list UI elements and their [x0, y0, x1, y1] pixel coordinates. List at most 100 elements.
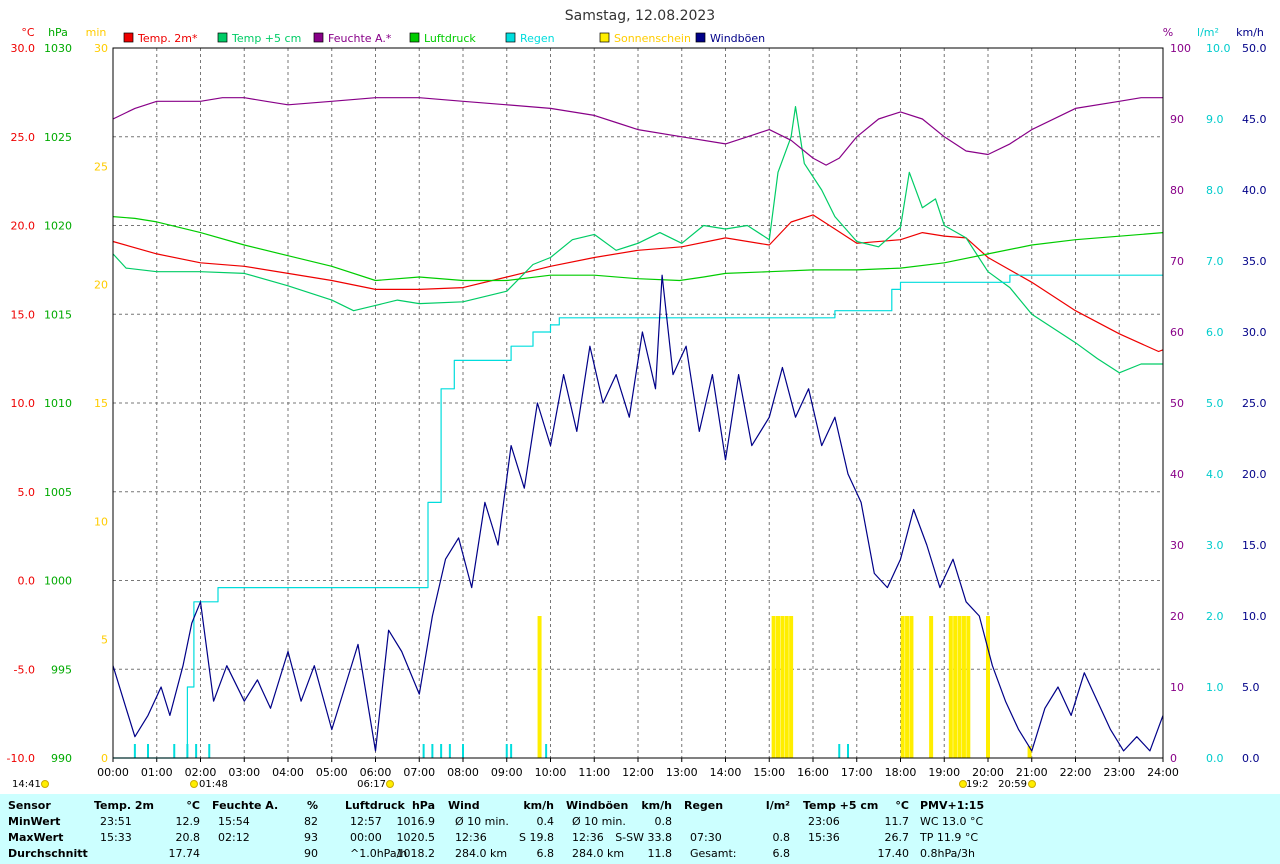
pressure-tick-label: 1000 — [44, 575, 72, 588]
chart-background — [0, 0, 1280, 794]
axis-unit-sun_min: min — [86, 26, 107, 39]
legend-label: Temp +5 cm — [231, 32, 301, 45]
humidity-tick-label: 80 — [1170, 184, 1184, 197]
pmv-title: PMV+1:15 — [920, 799, 985, 812]
rain-tick-label: 2.0 — [1206, 610, 1224, 623]
wind-min-label: Ø 10 min. — [455, 815, 509, 828]
feuchte-unit: % — [306, 799, 318, 812]
feuchte-min-value: 82 — [304, 815, 318, 828]
sun_min-tick-label: 10 — [94, 515, 108, 528]
temp2m-max-value: 20.8 — [175, 831, 201, 844]
sunset-icon — [959, 780, 967, 788]
pressure-tick-label: 1020 — [44, 220, 72, 233]
windboeen-min-value: 0.8 — [654, 815, 673, 828]
rain-tick-label: 3.0 — [1206, 539, 1224, 552]
feuchte-max-value: 93 — [304, 831, 318, 844]
rain-event-bar — [448, 744, 451, 758]
sun_min-tick-label: 25 — [94, 160, 108, 173]
x-tick-label: 04:00 — [272, 766, 304, 779]
sunshine-bar — [961, 616, 966, 758]
sun_min-tick-label: 0 — [101, 752, 108, 765]
sunshine-bar — [953, 616, 958, 758]
stats-row-label: Durchschnitt — [8, 847, 88, 860]
wind-tick-label: 15.0 — [1242, 539, 1267, 552]
x-tick-label: 21:00 — [1016, 766, 1048, 779]
axis-units: °C hPa min% l/m² km/h — [21, 26, 1264, 39]
x-tick-label: 01:00 — [141, 766, 173, 779]
sunshine-bar — [966, 616, 971, 758]
rain-tick-label: 1.0 — [1206, 681, 1224, 694]
rain-event-bar — [462, 744, 464, 758]
sunshine-bar — [780, 616, 785, 758]
wind-tick-label: 5.0 — [1242, 681, 1260, 694]
x-axis-ticks: 00:00 01:00 02:00 03:00 04:00 05:00 06:00 07:00… — [97, 758, 1179, 779]
legend-swatch — [123, 32, 134, 43]
rain-event-bar — [173, 744, 176, 758]
x-tick-label: 11:00 — [578, 766, 610, 779]
humidity-tick-label: 60 — [1170, 326, 1184, 339]
temp5cm-min-value: 11.7 — [884, 815, 910, 828]
sun_min-tick-label: 30 — [94, 42, 108, 55]
sunrise-icon — [190, 780, 198, 788]
sunshine-bar — [1027, 746, 1032, 758]
wind-tick-label: 45.0 — [1242, 113, 1267, 126]
luftdruck-avg-value: 1018.2 — [396, 847, 436, 860]
rain-event-bar — [147, 744, 149, 758]
x-tick-label: 10:00 — [535, 766, 567, 779]
legend-label: Regen — [520, 32, 555, 45]
humidity-tick-label: 70 — [1170, 255, 1184, 268]
rain-event-bar — [510, 744, 513, 758]
rain-event-bar — [422, 744, 425, 758]
rain-tick-label: 8.0 — [1206, 184, 1224, 197]
axis-unit-humidity: % — [1163, 26, 1173, 39]
windboeen-min-label: Ø 10 min. — [572, 815, 626, 828]
rain-event-bar — [186, 744, 189, 758]
x-tick-label: 17:00 — [841, 766, 873, 779]
series-line-6 — [112, 274, 1164, 752]
sun-icon — [386, 780, 394, 788]
sunshine-bar — [537, 616, 542, 758]
regen-avg-value: 6.8 — [772, 847, 791, 860]
humidity-tick-label: 100 — [1170, 42, 1191, 55]
weather-chart: Samstag, 12.08.2023 Temp. 2m* Temp +5 cm F… — [0, 0, 1280, 794]
sunshine-bars — [537, 616, 1032, 758]
wind-tick-label: 35.0 — [1242, 255, 1267, 268]
regen-unit: l/m² — [765, 799, 790, 812]
temp5cm-title: Temp +5 cm — [803, 799, 879, 812]
humidity-tick-label: 0 — [1170, 752, 1177, 765]
legend: Temp. 2m* Temp +5 cm Feuchte A.* Luftdruck R… — [123, 32, 765, 45]
humidity-tick-label: 90 — [1170, 113, 1184, 126]
rain-tick-label: 0.0 — [1206, 752, 1224, 765]
temp5cm-avg-value: 17.40 — [877, 847, 910, 860]
x-tick-label: 18:00 — [885, 766, 917, 779]
x-tick-label: 08:00 — [447, 766, 479, 779]
sun-markers: 01:48 06:17 19:2 20:59 14:41 — [12, 779, 1036, 790]
chart-title: Samstag, 12.08.2023 — [565, 8, 715, 24]
feuchte-max-time: 02:12 — [218, 831, 250, 844]
x-tick-label: 00:00 — [97, 766, 129, 779]
humidity-tick-label: 20 — [1170, 610, 1184, 623]
marker-sun_a: 06:17 — [357, 779, 386, 790]
wind-tick-label: 0.0 — [1242, 752, 1260, 765]
pressure-tick-label: 990 — [51, 752, 72, 765]
x-tick-label: 22:00 — [1060, 766, 1092, 779]
plot-frame — [112, 47, 1164, 759]
wind-max-time: 12:36 — [455, 831, 487, 844]
regen-max-value: 0.8 — [772, 831, 791, 844]
temp2m-avg-value: 17.74 — [168, 847, 201, 860]
sunshine-bar — [957, 616, 962, 758]
marker-sunrise: 01:48 — [199, 779, 228, 790]
sun_min-tick-label: 15 — [94, 397, 108, 410]
temp2m-max-time: 15:33 — [100, 831, 132, 844]
legend-label: Temp. 2m* — [137, 32, 198, 45]
series-line-4 — [113, 274, 1163, 759]
rain-event-bar — [431, 744, 434, 758]
temp2m-title: Temp. 2m — [94, 799, 154, 812]
rain-tick-label: 10.0 — [1206, 42, 1231, 55]
sun_min-tick-label: 20 — [94, 279, 108, 292]
windboeen-unit: km/h — [641, 799, 672, 812]
temp-tick-label: 20.0 — [11, 220, 36, 233]
pressure-tick-label: 1015 — [44, 308, 72, 321]
luftdruck-avg-label: ^1.0hPa/h — [350, 847, 408, 860]
sunshine-bar — [986, 616, 990, 758]
